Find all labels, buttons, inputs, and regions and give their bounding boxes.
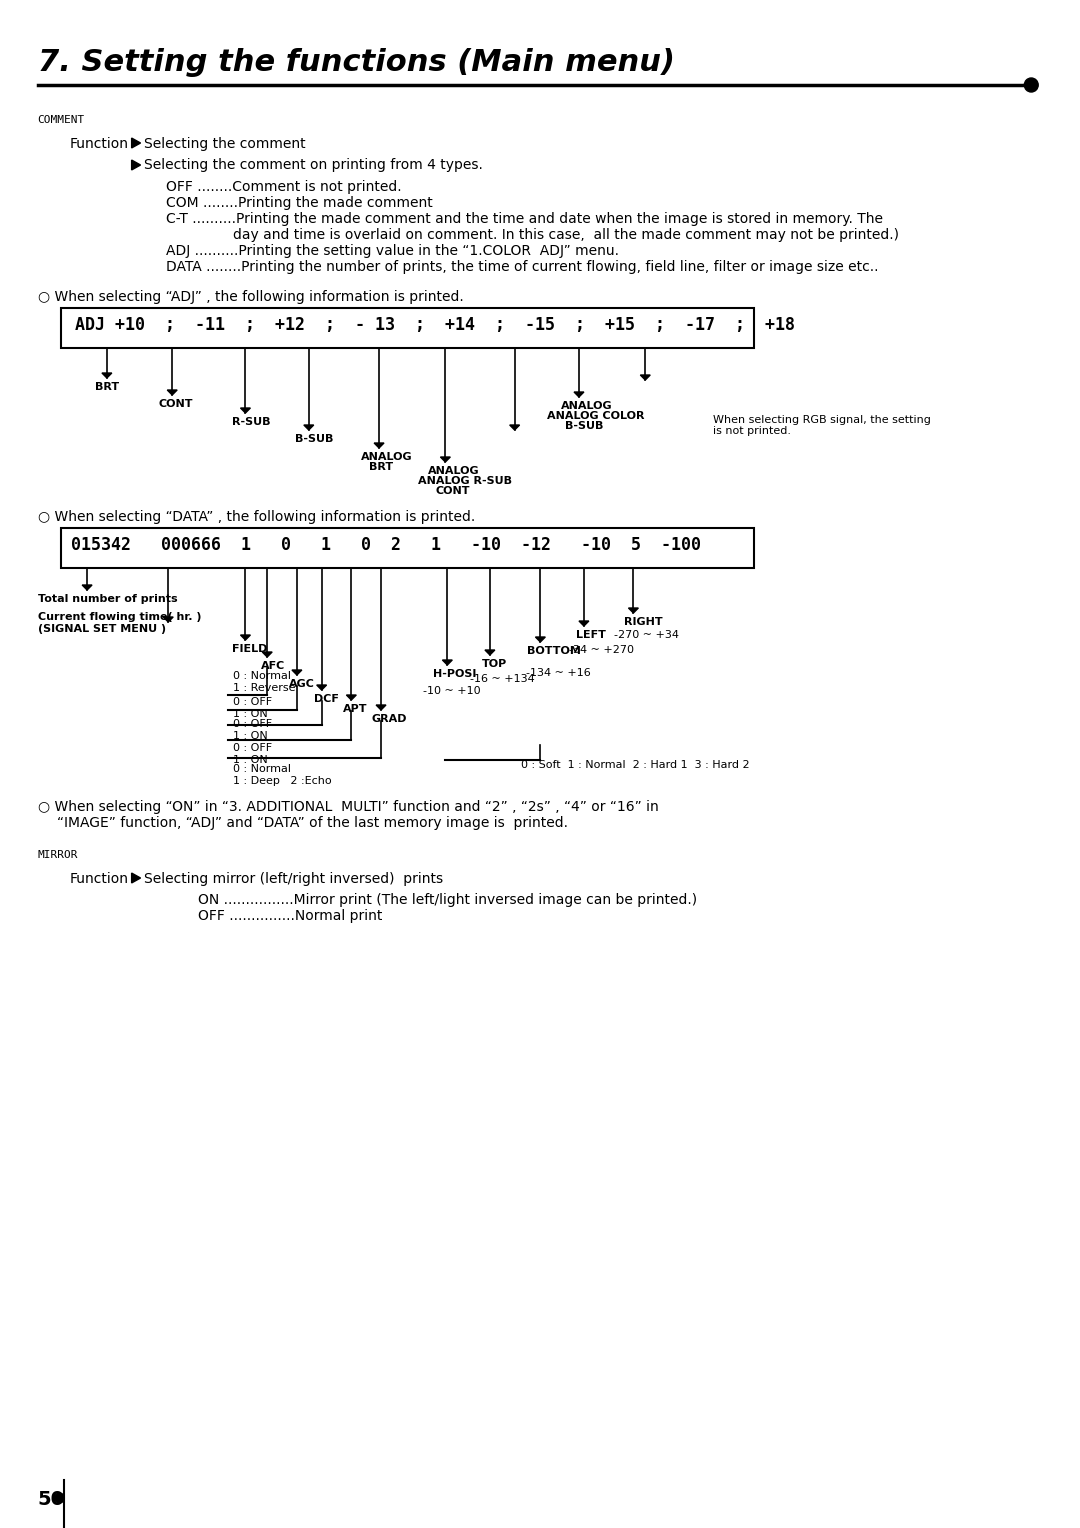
- Text: DATA ........Printing the number of prints, the time of current flowing, field l: DATA ........Printing the number of prin…: [166, 260, 879, 274]
- Text: (SIGNAL SET MENU ): (SIGNAL SET MENU ): [38, 623, 165, 634]
- Text: LEFT: LEFT: [576, 630, 606, 640]
- Text: ANALOG: ANALOG: [562, 400, 612, 411]
- Polygon shape: [292, 669, 301, 675]
- Text: 0 : Normal: 0 : Normal: [232, 671, 291, 681]
- Text: Function: Function: [69, 138, 129, 151]
- Text: OFF ...............Normal print: OFF ...............Normal print: [198, 909, 382, 923]
- Text: BRT: BRT: [369, 461, 393, 472]
- Text: 1 : Deep   2 :Echo: 1 : Deep 2 :Echo: [232, 776, 332, 785]
- Text: COMMENT: COMMENT: [38, 115, 85, 125]
- Text: When selecting RGB signal, the setting: When selecting RGB signal, the setting: [713, 416, 931, 425]
- Polygon shape: [347, 695, 356, 700]
- Text: BRT: BRT: [95, 382, 119, 393]
- Text: OFF ........Comment is not printed.: OFF ........Comment is not printed.: [166, 180, 402, 194]
- Text: BOTTOM: BOTTOM: [527, 646, 580, 656]
- Polygon shape: [132, 138, 140, 148]
- Polygon shape: [575, 393, 584, 397]
- Text: CONT: CONT: [159, 399, 193, 410]
- Text: AGC: AGC: [289, 678, 315, 689]
- Polygon shape: [262, 652, 272, 657]
- Text: ○ When selecting “ADJ” , the following information is printed.: ○ When selecting “ADJ” , the following i…: [38, 290, 463, 304]
- Text: -34 ~ +270: -34 ~ +270: [569, 645, 634, 656]
- Polygon shape: [485, 649, 495, 656]
- Text: 015342   000666  1   0   1   0  2   1   -10  -12   -10  5  -100: 015342 000666 1 0 1 0 2 1 -10 -12 -10 5 …: [71, 536, 701, 555]
- Text: RIGHT: RIGHT: [623, 617, 662, 626]
- Text: 0 : Soft  1 : Normal  2 : Hard 1  3 : Hard 2: 0 : Soft 1 : Normal 2 : Hard 1 3 : Hard …: [521, 759, 750, 770]
- Text: ANALOG R-SUB: ANALOG R-SUB: [418, 477, 512, 486]
- Text: 50: 50: [38, 1490, 65, 1510]
- Text: -10 ~ +10: -10 ~ +10: [422, 686, 481, 695]
- Text: APT: APT: [343, 704, 368, 714]
- Polygon shape: [316, 685, 326, 691]
- Text: ON ................Mirror print (The left/light inversed image can be printed.): ON ................Mirror print (The lef…: [198, 892, 697, 908]
- Text: ADJ +10  ;  -11  ;  +12  ;  - 13  ;  +14  ;  -15  ;  +15  ;  -17  ;  +18: ADJ +10 ; -11 ; +12 ; - 13 ; +14 ; -15 ;…: [76, 316, 795, 335]
- Text: 1 : ON: 1 : ON: [232, 709, 268, 720]
- Text: Selecting the comment on printing from 4 types.: Selecting the comment on printing from 4…: [144, 157, 483, 173]
- Polygon shape: [132, 872, 140, 883]
- Text: -270 ~ +34: -270 ~ +34: [613, 630, 678, 640]
- Text: ○ When selecting “DATA” , the following information is printed.: ○ When selecting “DATA” , the following …: [38, 510, 475, 524]
- Polygon shape: [536, 637, 545, 642]
- Text: H-POSI: H-POSI: [433, 669, 477, 678]
- Polygon shape: [167, 390, 177, 396]
- Text: ○ When selecting “ON” in “3. ADDITIONAL  MULTI” function and “2” , “2s” , “4” or: ○ When selecting “ON” in “3. ADDITIONAL …: [38, 801, 659, 814]
- Text: ANALOG: ANALOG: [428, 466, 480, 477]
- Polygon shape: [163, 617, 173, 622]
- Bar: [62, 309, 754, 348]
- Text: DCF: DCF: [313, 694, 339, 704]
- Text: 0 : OFF: 0 : OFF: [232, 720, 272, 729]
- Polygon shape: [629, 608, 638, 613]
- Text: B-SUB: B-SUB: [565, 422, 604, 431]
- Polygon shape: [443, 660, 453, 665]
- Text: ANALOG: ANALOG: [361, 452, 413, 461]
- Polygon shape: [579, 620, 589, 626]
- Text: -16 ~ +134: -16 ~ +134: [470, 674, 535, 685]
- Text: Selecting the comment: Selecting the comment: [144, 138, 306, 151]
- Text: B-SUB: B-SUB: [295, 434, 334, 445]
- Text: ADJ ..........Printing the setting value in the “1.COLOR  ADJ” menu.: ADJ ..........Printing the setting value…: [166, 244, 619, 258]
- Text: Total number of prints: Total number of prints: [38, 594, 177, 604]
- Text: R-SUB: R-SUB: [231, 417, 270, 426]
- Text: Function: Function: [69, 872, 129, 886]
- Text: 1 : Reverse: 1 : Reverse: [232, 683, 295, 694]
- Bar: [62, 529, 754, 568]
- Circle shape: [1024, 78, 1038, 92]
- Polygon shape: [241, 636, 251, 640]
- Polygon shape: [241, 408, 251, 413]
- Polygon shape: [102, 373, 112, 377]
- Text: -134 ~ +16: -134 ~ +16: [526, 668, 591, 678]
- Text: “IMAGE” function, “ADJ” and “DATA” of the last memory image is  printed.: “IMAGE” function, “ADJ” and “DATA” of th…: [57, 816, 568, 830]
- Polygon shape: [376, 704, 386, 711]
- Text: C-T ..........Printing the made comment and the time and date when the image is : C-T ..........Printing the made comment …: [166, 212, 883, 226]
- Text: day and time is overlaid on comment. In this case,  all the made comment may not: day and time is overlaid on comment. In …: [232, 228, 899, 241]
- Text: GRAD: GRAD: [372, 714, 407, 724]
- Text: 1 : ON: 1 : ON: [232, 755, 268, 766]
- Polygon shape: [132, 160, 140, 170]
- Text: 0 : OFF: 0 : OFF: [232, 743, 272, 753]
- Text: ANALOG COLOR: ANALOG COLOR: [548, 411, 645, 422]
- Text: 0 : Normal: 0 : Normal: [232, 764, 291, 775]
- Text: 0 : OFF: 0 : OFF: [232, 697, 272, 707]
- Text: MIRROR: MIRROR: [38, 850, 78, 860]
- Text: TOP: TOP: [482, 659, 508, 669]
- Circle shape: [54, 1493, 65, 1504]
- Polygon shape: [441, 457, 450, 461]
- Text: FIELD: FIELD: [231, 643, 267, 654]
- Polygon shape: [303, 425, 313, 429]
- Text: 1 : ON: 1 : ON: [232, 730, 268, 741]
- Polygon shape: [82, 585, 92, 590]
- Text: 7. Setting the functions (Main menu): 7. Setting the functions (Main menu): [38, 47, 675, 76]
- Polygon shape: [640, 374, 650, 380]
- Text: is not printed.: is not printed.: [713, 426, 791, 435]
- Polygon shape: [374, 443, 384, 448]
- Text: Selecting mirror (left/right inversed)  prints: Selecting mirror (left/right inversed) p…: [144, 872, 443, 886]
- Text: AFC: AFC: [261, 662, 285, 671]
- Text: CONT: CONT: [435, 486, 470, 497]
- Polygon shape: [510, 425, 519, 429]
- Text: Current flowing time( hr. ): Current flowing time( hr. ): [38, 613, 201, 622]
- Text: COM ........Printing the made comment: COM ........Printing the made comment: [166, 196, 433, 209]
